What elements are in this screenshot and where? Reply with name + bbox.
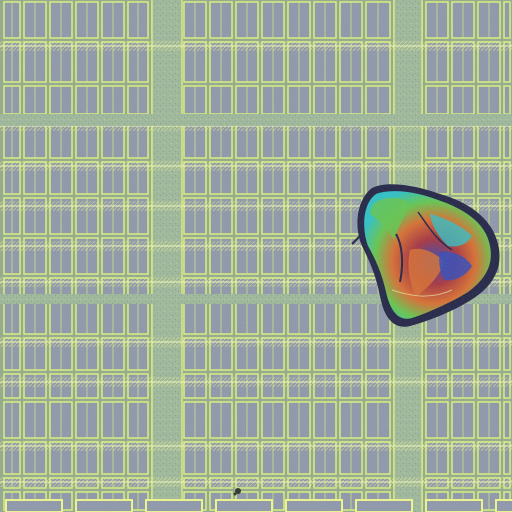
noise-overlay <box>0 0 512 512</box>
micro-grid-image <box>0 0 512 512</box>
microscope-image <box>0 0 512 512</box>
